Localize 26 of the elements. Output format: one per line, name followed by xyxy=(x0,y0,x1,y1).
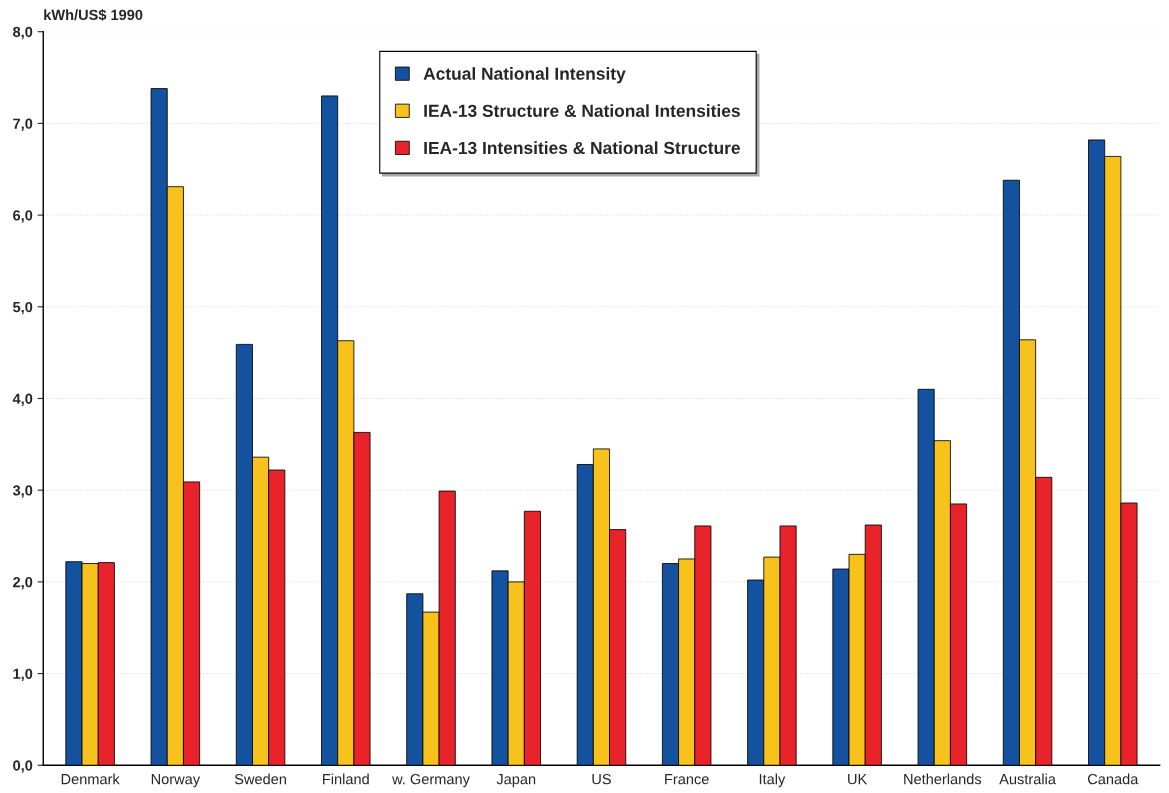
legend-label: IEA-13 Structure & National Intensities xyxy=(424,104,740,118)
y-tick-label: 8,0 xyxy=(13,26,33,40)
x-tick-label: Netherlands xyxy=(904,773,982,785)
x-tick-label: UK xyxy=(848,774,868,785)
x-tick-label: Italy xyxy=(759,773,786,788)
y-tick-label: 7,0 xyxy=(13,118,33,131)
y-tick-label: 2,0 xyxy=(13,576,33,590)
x-tick-label: w. Germany xyxy=(392,773,470,788)
y-tick-label: 5,0 xyxy=(13,301,33,315)
y-tick-label: 3,0 xyxy=(12,485,33,498)
y-axis-title: kWh/US$ 1990 xyxy=(44,9,143,21)
x-tick-label: Finland xyxy=(323,773,369,785)
x-tick-label: France xyxy=(665,774,709,785)
x-tick-label: Canada xyxy=(1087,773,1139,785)
x-tick-label: Sweden xyxy=(234,773,286,785)
legend-label: Actual National Intensity xyxy=(423,67,626,84)
x-tick-label: Japan xyxy=(496,774,536,788)
x-tick-label: Australia xyxy=(999,773,1056,785)
y-tick-label: 6,0 xyxy=(13,210,33,223)
x-tick-label: US xyxy=(592,773,611,785)
x-tick-label: Denmark xyxy=(61,773,120,785)
y-tick-label: 0,0 xyxy=(13,760,33,773)
y-tick-label: 4,0 xyxy=(12,393,33,407)
y-tick-label: 1,0 xyxy=(13,668,33,682)
legend-label: IEA-13 Intensities & National Structure xyxy=(424,141,740,155)
x-tick-label: Norway xyxy=(151,774,201,788)
